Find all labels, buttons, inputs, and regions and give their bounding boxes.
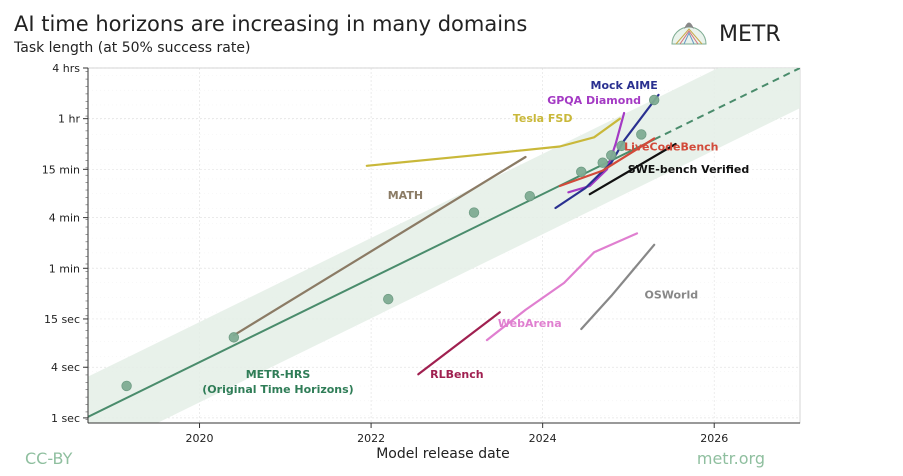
scatter-point [524,190,535,202]
x-tick-label: 2024 [529,432,557,445]
y-tick-label: 4 min [49,212,80,225]
scatter-point [648,94,660,106]
x-axis-label: Model release date [376,446,510,462]
series-label-osworld: OSWorld [644,288,698,301]
series-line-math [232,155,527,337]
series-label-webarena: WebArena [498,317,562,330]
series-line-swe-bench-verified [588,142,677,196]
trend-line-projection [653,68,800,141]
trend-confidence-band [88,68,800,423]
metr-hrs-sublabel: (Original Time Horizons) [202,383,353,396]
scatter-point [468,207,480,218]
scatter-point [228,332,240,343]
series-label-rlbench: RLBench [430,368,484,381]
series-label-math: MATH [388,189,423,202]
metr-hrs-label: METR-HRS [246,368,311,381]
y-tick-label: 4 sec [51,361,80,374]
series-line-osworld [580,243,656,331]
site-link[interactable]: metr.org [697,449,765,468]
y-tick-label: 1 min [49,262,80,275]
series-label-livecodebench: LiveCodeBench [624,141,718,154]
license-text: CC-BY [25,449,73,468]
chart-title: AI time horizons are increasing in many … [14,12,527,36]
series-line-gpqa-diamond [567,111,626,194]
x-tick-label: 2022 [357,432,385,445]
y-tick-label: 4 hrs [52,62,80,75]
scatter-point [616,140,627,152]
metr-logo-icon [671,22,707,45]
y-tick-label: 1 sec [51,412,80,425]
series-line-webarena [485,232,639,342]
series-label-gpqa-diamond: GPQA Diamond [547,94,641,107]
y-tick-label: 15 min [42,163,80,176]
y-tick-label: 1 hr [58,113,80,126]
series-label-tesla-fsd: Tesla FSD [513,112,573,125]
x-tick-label: 2020 [186,432,214,445]
series-label-mock-aime: Mock AIME [591,79,658,92]
brand-name: METR [719,22,781,47]
scatter-point [121,380,132,392]
x-tick-label: 2026 [700,432,728,445]
y-tick-label: 15 sec [44,313,80,326]
scatter-point [597,157,608,168]
series-line-tesla-fsd [365,117,621,167]
scatter-point [606,150,617,161]
scatter-point [383,293,394,305]
series-line-livecodebench [558,137,656,188]
series-line-rlbench [417,311,501,376]
series-label-swe-bench-verified: SWE-bench Verified [628,163,750,176]
chart-subtitle: Task length (at 50% success rate) [13,40,250,56]
series-line-mock-aime [554,93,660,210]
trend-line [88,138,655,418]
scatter-point [576,166,587,178]
scatter-point [636,129,647,140]
